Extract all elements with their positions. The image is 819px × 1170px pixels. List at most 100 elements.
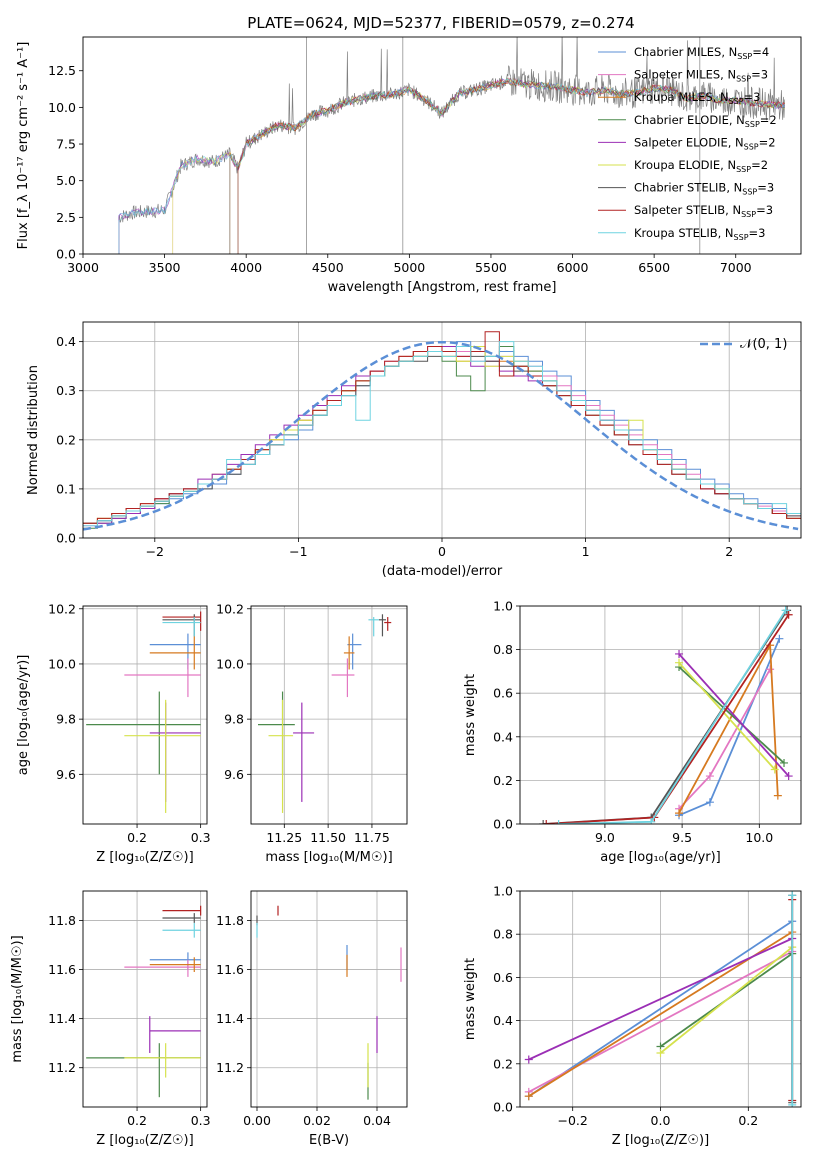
x-axis-label: wavelength [Angstrom, rest frame] [328, 280, 557, 295]
x-tick-label: 4500 [312, 260, 344, 275]
x-axis-label: E(B-V) [309, 1133, 349, 1148]
x-tick-label: 2 [725, 544, 733, 559]
legend-text: Kroupa MILES, N [634, 90, 729, 104]
axes-frame [519, 605, 802, 825]
axes-frame [82, 36, 802, 255]
legend-text: Salpeter STELIB, N [634, 203, 741, 217]
y-tick-label: 0.6 [493, 686, 513, 701]
x-tick-label: 4000 [230, 260, 262, 275]
legend-label: Salpeter ELODIE, NSSP=2 [634, 135, 776, 151]
x-tick-label: 0.3 [191, 1113, 211, 1128]
mass-weight-point [524, 1092, 533, 1101]
y-tick-label: 9.8 [224, 712, 244, 727]
legend-suffix: =3 [757, 181, 774, 195]
y-axis-label: Normed distribution [26, 365, 41, 495]
y-tick-label: 2.5 [56, 210, 76, 225]
y-tick-label: 0.4 [493, 1013, 513, 1028]
x-tick-label: 9.5 [672, 830, 692, 845]
plot-area [520, 891, 801, 1107]
y-axis-label: mass [log₁₀(M/M☉)] [10, 935, 25, 1062]
mass-weight-line [528, 937, 793, 1061]
y-tick-label: 11.6 [48, 962, 76, 977]
mass-weight-point [675, 649, 684, 658]
legend-subscript: SSP [742, 188, 757, 197]
y-tick-label: 0.2 [56, 432, 76, 447]
axes-frame [82, 605, 208, 825]
y-tick-label: 11.6 [216, 962, 244, 977]
y-tick-label: 12.5 [48, 63, 76, 78]
mass-weight-line [659, 946, 793, 1054]
plot-area [83, 606, 207, 824]
legend-text: Salpeter MILES, N [634, 68, 736, 82]
x-tick-label: 11.75 [354, 830, 390, 845]
x-tick-label: 1 [582, 544, 590, 559]
legend-subscript: SSP [736, 75, 751, 84]
x-tick-label: 0.04 [363, 1113, 391, 1128]
legend-suffix: =3 [751, 68, 768, 82]
x-tick-label: 3500 [149, 260, 181, 275]
legend-label: Kroupa ELODIE, NSSP=2 [634, 158, 768, 174]
y-tick-label: 10.0 [48, 656, 76, 671]
legend-label: Kroupa STELIB, NSSP=3 [634, 226, 765, 242]
x-tick-label: 0.2 [738, 1113, 758, 1128]
legend-text: Chabrier MILES, N [634, 45, 737, 59]
mass-weight-point [775, 634, 784, 643]
mass-weight-point [542, 820, 551, 824]
x-tick-label: 9.0 [595, 830, 615, 845]
y-tick-label: 10.2 [48, 601, 76, 616]
x-axis-label: age [log₁₀(age/yr)] [600, 850, 721, 865]
x-tick-label: 7000 [720, 260, 752, 275]
x-axis-label: Z [log₁₀(Z/Z☉)] [96, 1133, 193, 1148]
figure-title: PLATE=0624, MJD=52377, FIBERID=0579, z=0… [247, 14, 634, 32]
mass-weight-point [766, 665, 775, 674]
legend-subscript: SSP [741, 210, 756, 219]
mass-weight-point [781, 606, 790, 615]
legend-label: Salpeter STELIB, NSSP=3 [634, 203, 773, 219]
mass-weight-point [788, 1100, 797, 1107]
x-axis-label: Z [log₁₀(Z/Z☉)] [612, 1133, 709, 1148]
axes-frame [519, 890, 802, 1108]
y-tick-label: 5.0 [56, 173, 76, 188]
x-tick-label: 0.2 [127, 830, 147, 845]
panels: 3000 3500 4000 4500 5000 5500 6000 6500 70000.02… [10, 36, 802, 1148]
axes-frame [250, 605, 408, 825]
y-tick-label: 0.0 [56, 531, 76, 546]
x-tick-label: 0.2 [127, 1113, 147, 1128]
model-spectrum [237, 77, 785, 254]
legend-label: Salpeter MILES, NSSP=3 [634, 68, 768, 84]
mass-weight-point [773, 791, 782, 800]
legend-subscript: SSP [734, 233, 749, 242]
x-tick-label: 11.25 [266, 830, 302, 845]
plot-area [251, 606, 407, 824]
x-tick-label: 6000 [557, 260, 589, 275]
mass-weight-point [656, 1049, 665, 1057]
mass-weight-point [784, 610, 793, 619]
plot-area [520, 606, 801, 824]
legend-suffix: =2 [759, 135, 776, 149]
y-tick-label: 0.1 [56, 481, 76, 496]
y-tick-label: 11.4 [48, 1011, 76, 1026]
y-tick-label: 1.0 [493, 884, 513, 899]
x-tick-label: 11.50 [310, 830, 346, 845]
x-tick-label: 0 [438, 544, 446, 559]
y-tick-label: 10.0 [216, 656, 244, 671]
legend-suffix: =3 [756, 203, 773, 217]
y-tick-label: 0.3 [56, 383, 76, 398]
x-axis-label: Z [log₁₀(Z/Z☉)] [96, 850, 193, 865]
y-tick-label: 0.2 [493, 1056, 513, 1071]
x-tick-label: −1 [289, 544, 307, 559]
mass-weight-point [539, 820, 548, 824]
legend-subscript: SSP [737, 52, 752, 61]
x-tick-label: 0.0 [651, 1113, 671, 1128]
y-tick-label: 11.2 [48, 1060, 76, 1075]
y-tick-label: 0.0 [493, 817, 513, 832]
y-tick-label: 7.5 [56, 137, 76, 152]
mass-weight-point [675, 809, 684, 818]
legend-suffix: =4 [752, 45, 769, 59]
legend-suffix: =3 [744, 90, 761, 104]
x-tick-label: 0.3 [191, 830, 211, 845]
x-tick-label: −2 [146, 544, 164, 559]
y-tick-label: 11.4 [216, 1011, 244, 1026]
legend-label: Kroupa MILES, NSSP=3 [634, 90, 760, 106]
